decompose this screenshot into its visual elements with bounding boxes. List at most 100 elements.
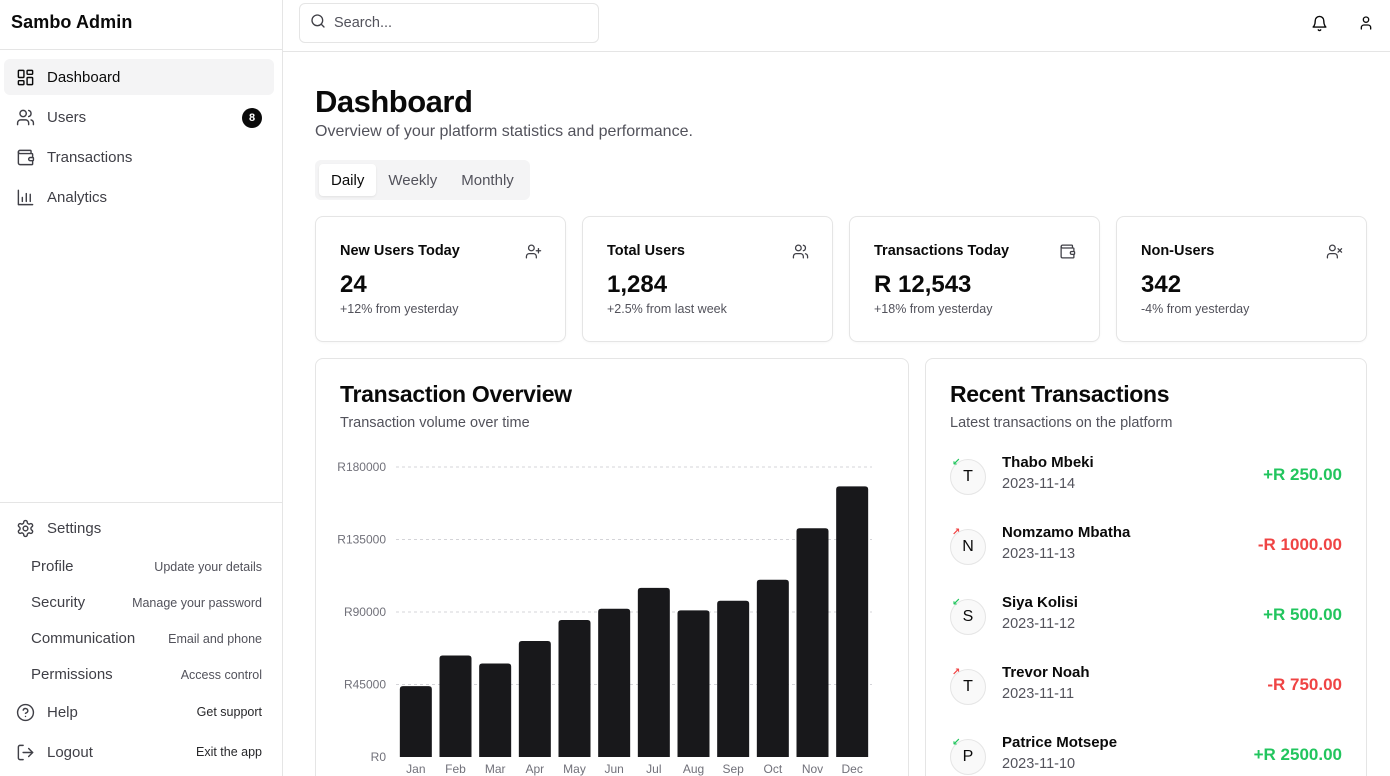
recent-transactions-panel: Recent Transactions Latest transactions … [925, 358, 1367, 776]
sidebar-item-users[interactable]: Users 8 [4, 99, 274, 135]
tab-monthly[interactable]: Monthly [461, 171, 514, 189]
x-tick-label: Nov [802, 762, 823, 776]
page-title: Dashboard [315, 84, 473, 119]
sidebar-item-dashboard[interactable]: Dashboard [4, 59, 274, 95]
user-icon[interactable] [1356, 13, 1376, 33]
help-button[interactable]: Help Get support [15, 702, 262, 722]
settings-item-security[interactable]: Security Manage your password [31, 594, 262, 611]
settings-item-permissions[interactable]: Permissions Access control [31, 666, 262, 683]
transaction-name: Thabo Mbeki [1002, 454, 1094, 471]
bar[interactable] [598, 608, 631, 757]
user-plus-icon [525, 243, 543, 261]
transaction-row[interactable]: P ↙ Patrice Motsepe 2023-11-10 +R 2500.0… [950, 734, 1342, 776]
x-tick-label: Apr [525, 762, 544, 776]
stat-delta: +12% from yesterday [340, 302, 459, 316]
stat-value: 342 [1141, 271, 1182, 298]
avatar-initial: N [962, 538, 974, 555]
topbar [283, 0, 1390, 52]
avatar: P [950, 739, 986, 775]
settings-label: Settings [47, 519, 102, 537]
avatar: T [950, 459, 986, 495]
panel-subtitle: Latest transactions on the platform [950, 415, 1173, 431]
transaction-date: 2023-11-10 [1002, 756, 1076, 772]
settings-item-label: Profile [31, 558, 74, 575]
sidebar-item-label: Analytics [47, 188, 108, 206]
bar[interactable] [637, 587, 670, 757]
x-tick-label: Jan [406, 762, 425, 776]
x-tick-label: Feb [445, 762, 466, 776]
transaction-name: Nomzamo Mbatha [1002, 524, 1131, 541]
help-desc: Get support [196, 705, 262, 719]
bar[interactable] [558, 620, 591, 757]
settings-item-communication[interactable]: Communication Email and phone [31, 630, 262, 647]
transaction-amount: +R 250.00 [1263, 465, 1342, 484]
transaction-amount: -R 1000.00 [1257, 535, 1342, 554]
users-icon [792, 243, 810, 261]
settings-item-profile[interactable]: Profile Update your details [31, 558, 262, 575]
y-tick-label: R0 [371, 750, 387, 764]
user-x-icon [1326, 243, 1344, 261]
bar[interactable] [518, 641, 551, 757]
y-tick-label: R180000 [337, 460, 386, 474]
logout-button[interactable]: Logout Exit the app [15, 742, 262, 762]
stat-label: Total Users [607, 243, 685, 259]
arrow-up-right-icon: ↗ [952, 667, 961, 678]
x-tick-label: Sep [722, 762, 744, 776]
divider [0, 502, 282, 503]
search-box[interactable] [299, 3, 599, 43]
x-tick-label: May [563, 762, 586, 776]
avatar-initial: T [963, 468, 973, 485]
tab-daily[interactable]: Daily [319, 164, 377, 196]
stat-delta: +18% from yesterday [874, 302, 993, 316]
settings-button[interactable]: Settings [15, 518, 101, 538]
tab-weekly[interactable]: Weekly [388, 171, 438, 189]
avatar-initial: P [962, 748, 974, 765]
search-icon [310, 13, 326, 34]
bar[interactable] [439, 655, 472, 758]
x-tick-label: Jul [646, 762, 661, 776]
transaction-row[interactable]: T ↙ Thabo Mbeki 2023-11-14 +R 250.00 [950, 454, 1342, 509]
arrow-down-left-icon: ↙ [952, 457, 961, 468]
transaction-row[interactable]: S ↙ Siya Kolisi 2023-11-12 +R 500.00 [950, 594, 1342, 649]
help-circle-icon [15, 702, 35, 722]
transaction-date: 2023-11-11 [1002, 686, 1075, 702]
bar[interactable] [677, 610, 710, 757]
y-tick-label: R135000 [337, 533, 386, 547]
panel-subtitle: Transaction volume over time [340, 415, 530, 431]
users-icon [15, 107, 35, 127]
stat-value: 24 [340, 271, 367, 298]
stat-label: Transactions Today [874, 243, 1010, 259]
divider [0, 49, 282, 50]
bar[interactable] [836, 486, 869, 757]
sidebar-item-transactions[interactable]: Transactions [4, 139, 274, 175]
transaction-row[interactable]: T ↗ Trevor Noah 2023-11-11 -R 750.00 [950, 664, 1342, 719]
settings-item-desc: Manage your password [132, 595, 262, 610]
users-count-badge: 8 [242, 108, 262, 128]
y-tick-label: R90000 [344, 605, 386, 619]
stat-value: R 12,543 [874, 271, 972, 298]
settings-item-desc: Access control [180, 667, 262, 682]
bar[interactable] [399, 686, 432, 757]
y-tick-label: R45000 [344, 678, 386, 692]
bell-icon[interactable] [1309, 13, 1329, 33]
logout-icon [15, 742, 35, 762]
bar[interactable] [479, 663, 512, 757]
search-input[interactable] [334, 15, 574, 31]
sidebar-item-label: Users [47, 108, 87, 126]
sidebar-item-analytics[interactable]: Analytics [4, 179, 274, 215]
arrow-up-right-icon: ↗ [952, 527, 961, 538]
bar[interactable] [717, 600, 750, 757]
wallet-icon [1059, 243, 1077, 261]
arrow-down-left-icon: ↙ [952, 597, 961, 608]
bar[interactable] [756, 579, 789, 757]
transaction-date: 2023-11-12 [1002, 616, 1076, 632]
avatar: S [950, 599, 986, 635]
bar[interactable] [796, 528, 829, 757]
stat-card-non-users: Non-Users 342 -4% from yesterday [1116, 216, 1367, 342]
stat-delta: -4% from yesterday [1141, 302, 1250, 316]
transaction-row[interactable]: N ↗ Nomzamo Mbatha 2023-11-13 -R 1000.00 [950, 524, 1342, 579]
transaction-name: Patrice Motsepe [1002, 734, 1118, 751]
avatar-initial: T [963, 678, 973, 695]
transaction-amount: +R 500.00 [1263, 605, 1342, 624]
settings-item-desc: Email and phone [168, 631, 262, 646]
